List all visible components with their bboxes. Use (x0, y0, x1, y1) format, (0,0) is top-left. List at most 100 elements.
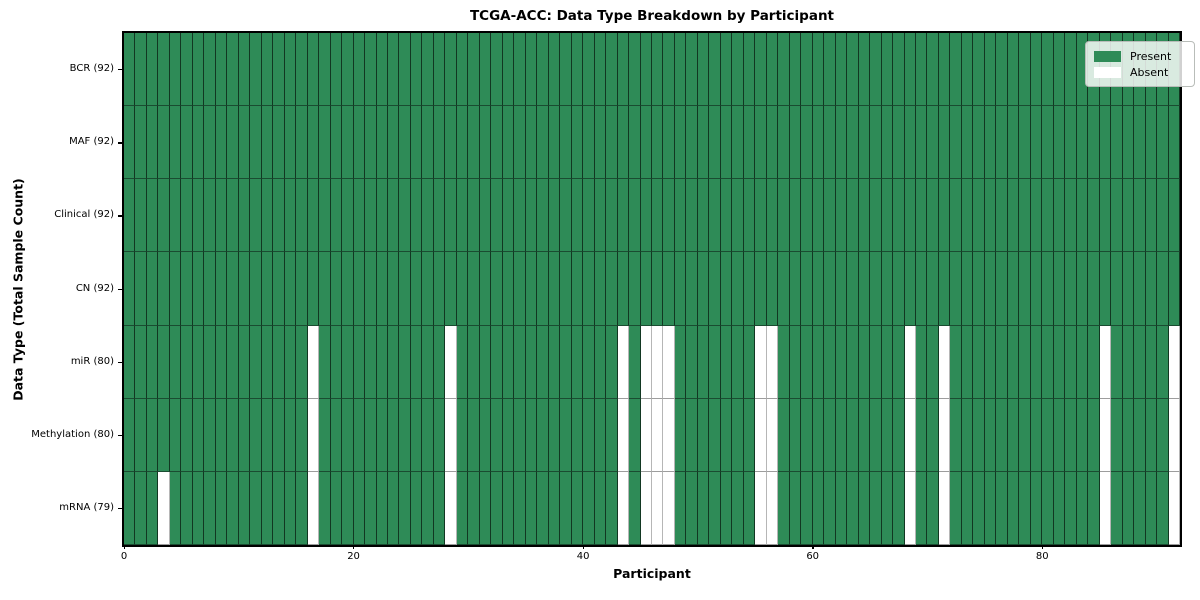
heatmap-cell (296, 471, 308, 545)
heatmap-cell (1007, 398, 1020, 472)
heatmap-cell (950, 106, 962, 180)
heatmap-cell (720, 325, 733, 399)
heatmap-cell (365, 33, 377, 107)
heatmap-cell (1065, 471, 1077, 545)
heatmap-cell (250, 252, 262, 326)
heatmap-cell (743, 325, 756, 399)
heatmap-cell (916, 471, 928, 545)
heatmap-cell (617, 33, 630, 107)
heatmap-cell (640, 325, 652, 399)
heatmap-cell (904, 471, 916, 545)
heatmap-cell (353, 179, 366, 253)
heatmap-cell (1007, 106, 1020, 180)
heatmap-cell (399, 33, 411, 107)
heatmap-cell (835, 179, 848, 253)
heatmap-cell (227, 252, 239, 326)
heatmap-cell (1019, 325, 1031, 399)
legend-entry-absent: Absent (1094, 64, 1186, 80)
heatmap-cell (697, 106, 710, 180)
heatmap-cell (893, 252, 905, 326)
heatmap-cell (1019, 33, 1031, 107)
heatmap-cell (1122, 106, 1135, 180)
heatmap-cell (732, 106, 744, 180)
heatmap-cell (812, 106, 825, 180)
heatmap-cell (410, 252, 423, 326)
y-tick-label: BCR (92) (69, 63, 114, 75)
heatmap-cell (388, 33, 400, 107)
heatmap-cell (916, 325, 928, 399)
heatmap-cell (606, 471, 618, 545)
heatmap-cell (984, 325, 997, 399)
heatmap-cell (996, 252, 1008, 326)
heatmap-cell (250, 33, 262, 107)
heatmap-cell (181, 33, 193, 107)
heatmap-cell (870, 252, 882, 326)
heatmap-cell (330, 398, 343, 472)
heatmap-cell (709, 252, 721, 326)
heatmap-cell (388, 179, 400, 253)
heatmap-cell (1099, 325, 1112, 399)
heatmap-grid (124, 33, 1180, 545)
heatmap-cell (1168, 252, 1180, 326)
heatmap-cell (835, 106, 848, 180)
heatmap-cell (342, 106, 354, 180)
heatmap-cell (1157, 179, 1169, 253)
heatmap-cell (215, 33, 228, 107)
heatmap-cell (525, 179, 538, 253)
heatmap-cell (491, 325, 503, 399)
heatmap-cell (1030, 471, 1043, 545)
heatmap-cell (399, 106, 411, 180)
heatmap-cell (984, 106, 997, 180)
heatmap-cell (158, 252, 170, 326)
heatmap-cell (1145, 398, 1158, 472)
heatmap-cell (1053, 325, 1066, 399)
heatmap-cell (594, 252, 607, 326)
heatmap-cell (1007, 179, 1020, 253)
heatmap-cell (652, 398, 664, 472)
heatmap-cell (388, 106, 400, 180)
heatmap-cell (961, 33, 974, 107)
heatmap-cell (663, 398, 675, 472)
heatmap-cell (1088, 471, 1100, 545)
heatmap-cell (1088, 106, 1100, 180)
heatmap-cell (938, 252, 951, 326)
heatmap-cell (583, 252, 595, 326)
heatmap-cell (330, 33, 343, 107)
heatmap-cell (938, 106, 951, 180)
heatmap-cell (824, 106, 836, 180)
heatmap-cell (686, 325, 698, 399)
heatmap-cell (169, 179, 182, 253)
heatmap-cell (847, 33, 859, 107)
heatmap-cell (697, 325, 710, 399)
heatmap-cell (479, 106, 492, 180)
heatmap-cell (801, 252, 813, 326)
heatmap-cell (353, 325, 366, 399)
heatmap-cell (204, 252, 216, 326)
heatmap-cell (858, 252, 871, 326)
heatmap-cell (560, 398, 572, 472)
heatmap-cell (124, 33, 136, 107)
heatmap-cell (1007, 471, 1020, 545)
heatmap-cell (468, 106, 480, 180)
heatmap-cell (192, 471, 205, 545)
heatmap-cell (491, 179, 503, 253)
heatmap-cell (812, 471, 825, 545)
heatmap-cell (629, 325, 641, 399)
heatmap-cell (973, 471, 985, 545)
heatmap-cell (307, 106, 320, 180)
heatmap-cell (973, 106, 985, 180)
heatmap-cell (192, 106, 205, 180)
heatmap-cell (778, 179, 790, 253)
heatmap-cell (1145, 471, 1158, 545)
heatmap-cell (938, 33, 951, 107)
heatmap-cell (629, 398, 641, 472)
heatmap-cell (445, 398, 457, 472)
heatmap-cell (1053, 179, 1066, 253)
heatmap-cell (617, 179, 630, 253)
heatmap-cell (146, 471, 159, 545)
heatmap-cell (1088, 179, 1100, 253)
heatmap-cell (1042, 398, 1054, 472)
heatmap-cell (204, 398, 216, 472)
heatmap-cell (984, 33, 997, 107)
heatmap-cell (594, 471, 607, 545)
